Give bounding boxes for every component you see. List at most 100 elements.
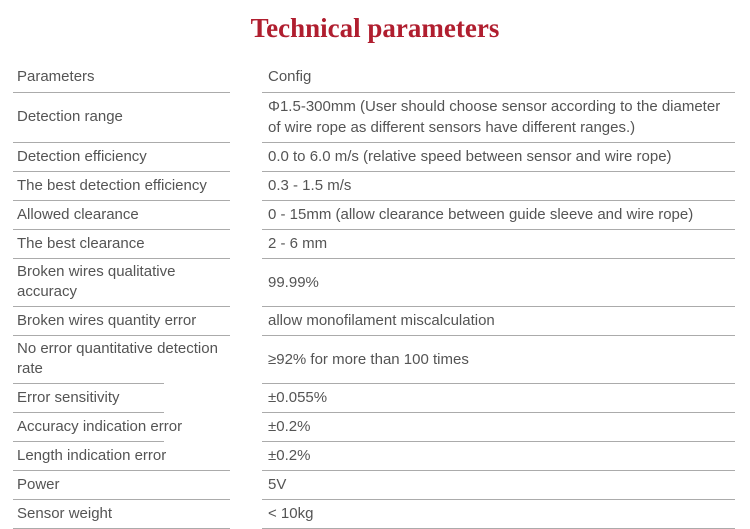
parameter-underline bbox=[13, 470, 230, 471]
table-row: Sensor weight < 10kg bbox=[13, 500, 735, 529]
config-value: 99.99% bbox=[268, 273, 319, 291]
parameter-underline bbox=[13, 142, 230, 143]
parameter-label: Broken wires qualitative accuracy bbox=[17, 263, 176, 300]
config-cell: Φ1.5-300mm (User should choose sensor ac… bbox=[262, 93, 735, 143]
header-cell-parameters: Parameters bbox=[13, 62, 230, 93]
config-underline bbox=[262, 200, 735, 201]
config-value: 0.3 - 1.5 m/s bbox=[268, 177, 352, 194]
parameter-cell: No error quantitative detection rate bbox=[13, 336, 230, 384]
header-config-label: Config bbox=[268, 68, 312, 85]
parameter-underline bbox=[13, 200, 230, 201]
parameter-underline bbox=[13, 441, 164, 442]
config-underline bbox=[262, 142, 735, 143]
parameter-underline bbox=[13, 258, 230, 259]
table-row: Broken wires quantity error allow monofi… bbox=[13, 307, 735, 336]
table-header-row: Parameters Config bbox=[13, 62, 735, 93]
parameter-label: Allowed clearance bbox=[17, 205, 139, 223]
config-cell: 5V bbox=[262, 471, 735, 500]
parameter-underline bbox=[13, 171, 230, 172]
table-row: Length indication error ±0.2% bbox=[13, 442, 735, 471]
config-value: 0.0 to 6.0 m/s (relative speed between s… bbox=[268, 148, 672, 165]
config-cell: ±0.055% bbox=[262, 384, 735, 413]
parameter-underline bbox=[13, 499, 230, 500]
config-value: allow monofilament miscalculation bbox=[268, 312, 495, 329]
config-value: < 10kg bbox=[268, 505, 314, 522]
parameter-label: Error sensitivity bbox=[17, 388, 120, 406]
parameter-label: Broken wires quantity error bbox=[17, 311, 197, 329]
config-value: ±0.2% bbox=[268, 447, 311, 464]
config-cell: 0.0 to 6.0 m/s (relative speed between s… bbox=[262, 143, 735, 172]
page-title: Technical parameters bbox=[250, 13, 500, 43]
parameter-cell: Allowed clearance bbox=[13, 201, 230, 230]
table-row: Power 5V bbox=[13, 471, 735, 500]
table-body: Detection range Φ1.5-300mm (User should … bbox=[13, 93, 735, 529]
table-row: Detection efficiency 0.0 to 6.0 m/s (rel… bbox=[13, 143, 735, 172]
header-parameters-label: Parameters bbox=[17, 67, 95, 85]
config-cell: ≥92% for more than 100 times bbox=[262, 336, 735, 384]
parameter-cell: Sensor weight bbox=[13, 500, 230, 529]
table-row: Detection range Φ1.5-300mm (User should … bbox=[13, 93, 735, 143]
parameter-cell: Detection range bbox=[13, 93, 230, 143]
config-value: ≥92% for more than 100 times bbox=[268, 350, 469, 368]
config-underline bbox=[262, 258, 735, 259]
config-cell: 2 - 6 mm bbox=[262, 230, 735, 259]
parameter-label: Length indication error bbox=[17, 446, 167, 464]
parameter-cell: Broken wires quantity error bbox=[13, 307, 230, 336]
table-row: The best clearance 2 - 6 mm bbox=[13, 230, 735, 259]
config-underline bbox=[262, 383, 735, 384]
table-row: Accuracy indication error ±0.2% bbox=[13, 413, 735, 442]
config-cell: 0.3 - 1.5 m/s bbox=[262, 172, 735, 201]
header-config-rule bbox=[262, 92, 735, 93]
parameter-cell: Error sensitivity bbox=[13, 384, 230, 413]
parameter-underline bbox=[13, 229, 230, 230]
parameter-cell: Length indication error bbox=[13, 442, 230, 471]
config-value: 5V bbox=[268, 476, 287, 493]
config-underline bbox=[262, 335, 735, 336]
table-row: The best detection efficiency 0.3 - 1.5 … bbox=[13, 172, 735, 201]
table-row: Allowed clearance 0 - 15mm (allow cleara… bbox=[13, 201, 735, 230]
parameter-cell: The best clearance bbox=[13, 230, 230, 259]
config-value: ±0.2% bbox=[268, 418, 311, 435]
parameter-cell: The best detection efficiency bbox=[13, 172, 230, 201]
config-cell: ±0.2% bbox=[262, 442, 735, 471]
config-value: ±0.055% bbox=[268, 389, 328, 406]
config-cell: ±0.2% bbox=[262, 413, 735, 442]
parameter-underline bbox=[13, 383, 164, 384]
config-cell: < 10kg bbox=[262, 500, 735, 529]
config-cell: 99.99% bbox=[262, 259, 735, 307]
table-row: Broken wires qualitative accuracy 99.99% bbox=[13, 259, 735, 307]
parameter-label: The best detection efficiency bbox=[17, 176, 207, 194]
parameter-label: Accuracy indication error bbox=[17, 417, 183, 435]
parameter-underline bbox=[13, 306, 230, 307]
parameter-underline bbox=[13, 335, 230, 336]
parameter-label: Sensor weight bbox=[17, 504, 113, 522]
config-value: Φ1.5-300mm (User should choose sensor ac… bbox=[268, 98, 721, 136]
parameter-cell: Power bbox=[13, 471, 230, 500]
config-underline bbox=[262, 306, 735, 307]
config-underline bbox=[262, 499, 735, 500]
header-cell-config: Config bbox=[262, 62, 735, 93]
parameter-cell: Broken wires qualitative accuracy bbox=[13, 259, 230, 307]
parameter-label: No error quantitative detection rate bbox=[17, 340, 218, 377]
table-row: Error sensitivity ±0.055% bbox=[13, 384, 735, 413]
config-value: 2 - 6 mm bbox=[268, 235, 328, 252]
parameter-label: Detection range bbox=[17, 108, 123, 125]
config-value: 0 - 15mm (allow clearance between guide … bbox=[268, 206, 694, 223]
parameter-label: Detection efficiency bbox=[17, 147, 147, 165]
parameter-cell: Accuracy indication error bbox=[13, 413, 230, 442]
config-underline bbox=[262, 412, 735, 413]
header-parameters-rule bbox=[13, 92, 230, 93]
parameters-table: Parameters Config Detection range Φ1.5-3… bbox=[13, 62, 735, 529]
parameter-label: Power bbox=[17, 475, 60, 493]
config-underline bbox=[262, 171, 735, 172]
parameter-underline bbox=[13, 412, 164, 413]
config-underline bbox=[262, 441, 735, 442]
config-underline bbox=[262, 470, 735, 471]
config-cell: 0 - 15mm (allow clearance between guide … bbox=[262, 201, 735, 230]
parameter-cell: Detection efficiency bbox=[13, 143, 230, 172]
parameter-label: The best clearance bbox=[17, 234, 145, 252]
config-underline bbox=[262, 229, 735, 230]
config-cell: allow monofilament miscalculation bbox=[262, 307, 735, 336]
table-row: No error quantitative detection rate ≥92… bbox=[13, 336, 735, 384]
